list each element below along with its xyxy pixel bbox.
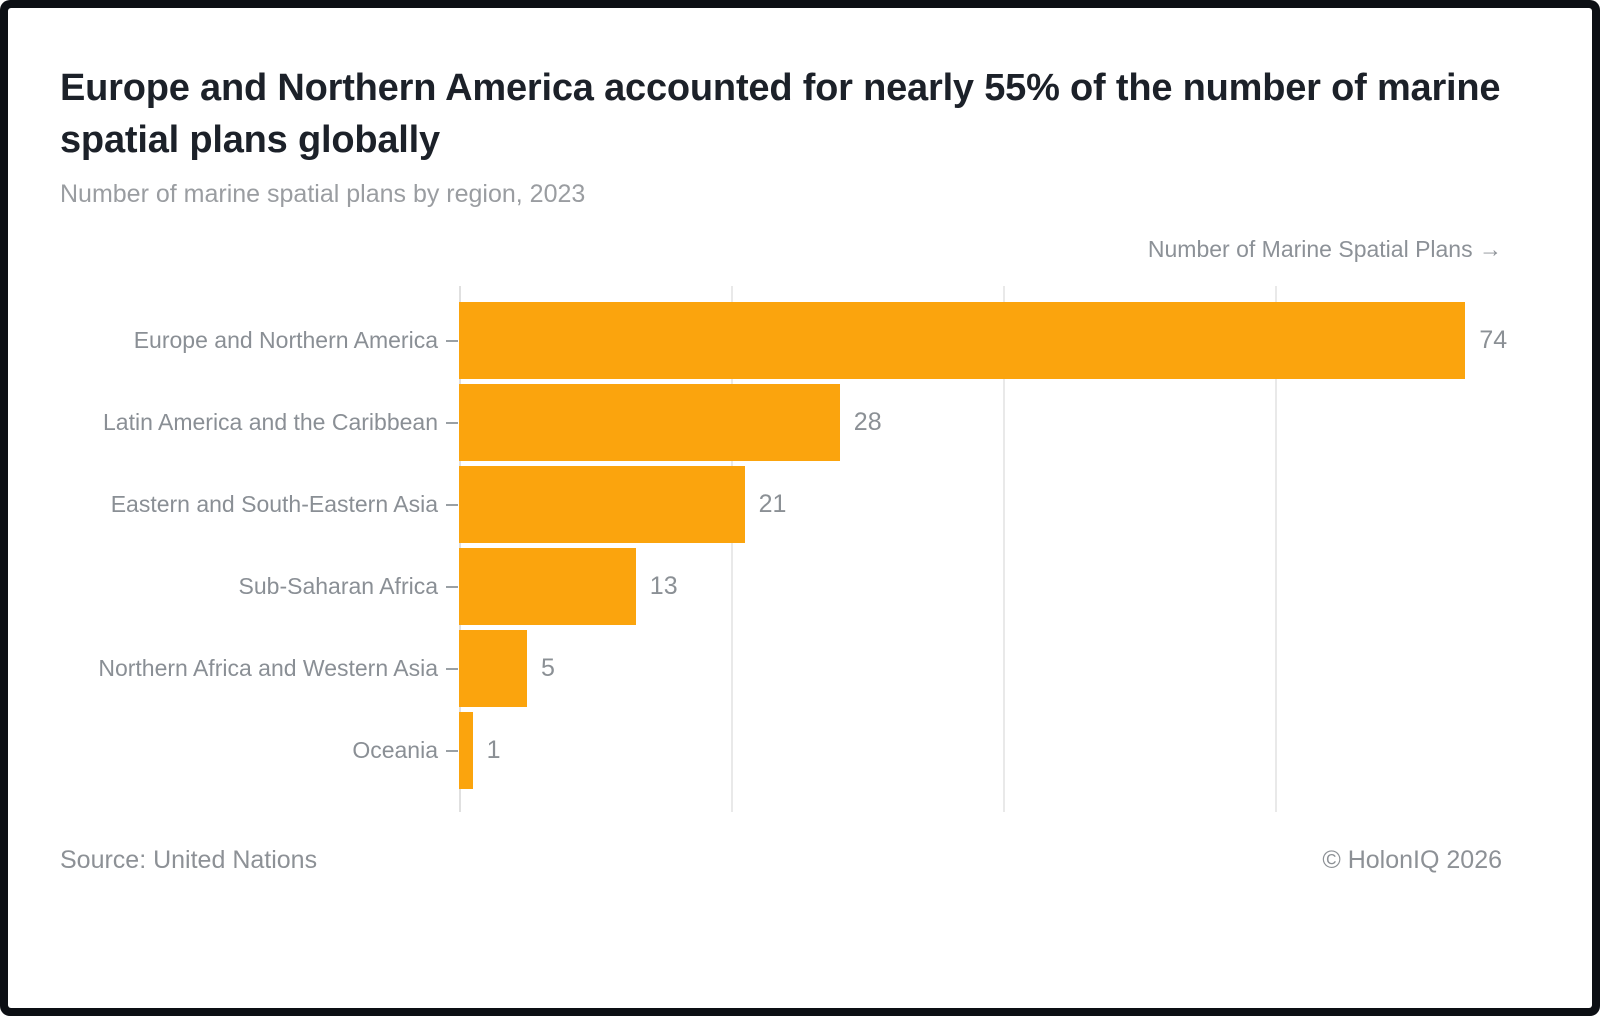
category-label-text: Northern Africa and Western Asia	[98, 655, 438, 681]
bar	[459, 384, 840, 461]
bar	[459, 548, 636, 625]
plot-area: Europe and Northern America 74 Latin Ameri…	[8, 286, 1592, 812]
category-label: Latin America and the Caribbean	[103, 384, 458, 461]
bar-value-label: 28	[853, 408, 882, 436]
category-label-text: Latin America and the Caribbean	[103, 409, 438, 435]
chart-title: Europe and Northern America accounted fo…	[60, 67, 1501, 161]
tick-mark	[446, 749, 458, 752]
category-label: Sub-Saharan Africa	[239, 548, 458, 625]
x-gridline	[1003, 286, 1005, 812]
category-label-text: Oceania	[352, 737, 438, 763]
x-gridline	[1275, 286, 1277, 812]
x-gridline	[731, 286, 733, 812]
x-axis-title: Number of Marine Spatial Plans →	[1147, 236, 1502, 262]
category-label-text: Europe and Northern America	[133, 327, 438, 353]
bar-value-label: 13	[649, 572, 678, 600]
copyright-note: © HolonIQ 2026	[1322, 846, 1502, 874]
bar	[459, 630, 527, 707]
tick-mark	[446, 667, 458, 670]
source-note: Source: United Nations	[60, 846, 318, 874]
category-label: Oceania	[352, 712, 458, 789]
category-label: Eastern and South-Eastern Asia	[111, 466, 458, 543]
bar-value-label: 74	[1479, 326, 1508, 354]
tick-mark	[446, 503, 458, 506]
category-label-text: Sub-Saharan Africa	[238, 573, 438, 599]
category-label-text: Eastern and South-Eastern Asia	[110, 491, 438, 517]
bar-value-label: 5	[541, 654, 555, 682]
chart-card: Europe and Northern America accounted fo…	[8, 8, 1592, 1008]
bar	[459, 712, 473, 789]
bar	[459, 466, 745, 543]
bar-value-label: 1	[486, 736, 501, 764]
tick-mark	[446, 585, 458, 588]
category-label: Northern Africa and Western Asia	[98, 630, 458, 707]
tick-mark	[446, 421, 458, 424]
bar-value-label: 21	[758, 490, 787, 518]
tick-mark	[446, 339, 458, 342]
bar	[459, 302, 1466, 379]
chart-subtitle: Number of marine spatial plans by region…	[60, 180, 586, 208]
category-label: Europe and Northern America	[134, 302, 458, 379]
